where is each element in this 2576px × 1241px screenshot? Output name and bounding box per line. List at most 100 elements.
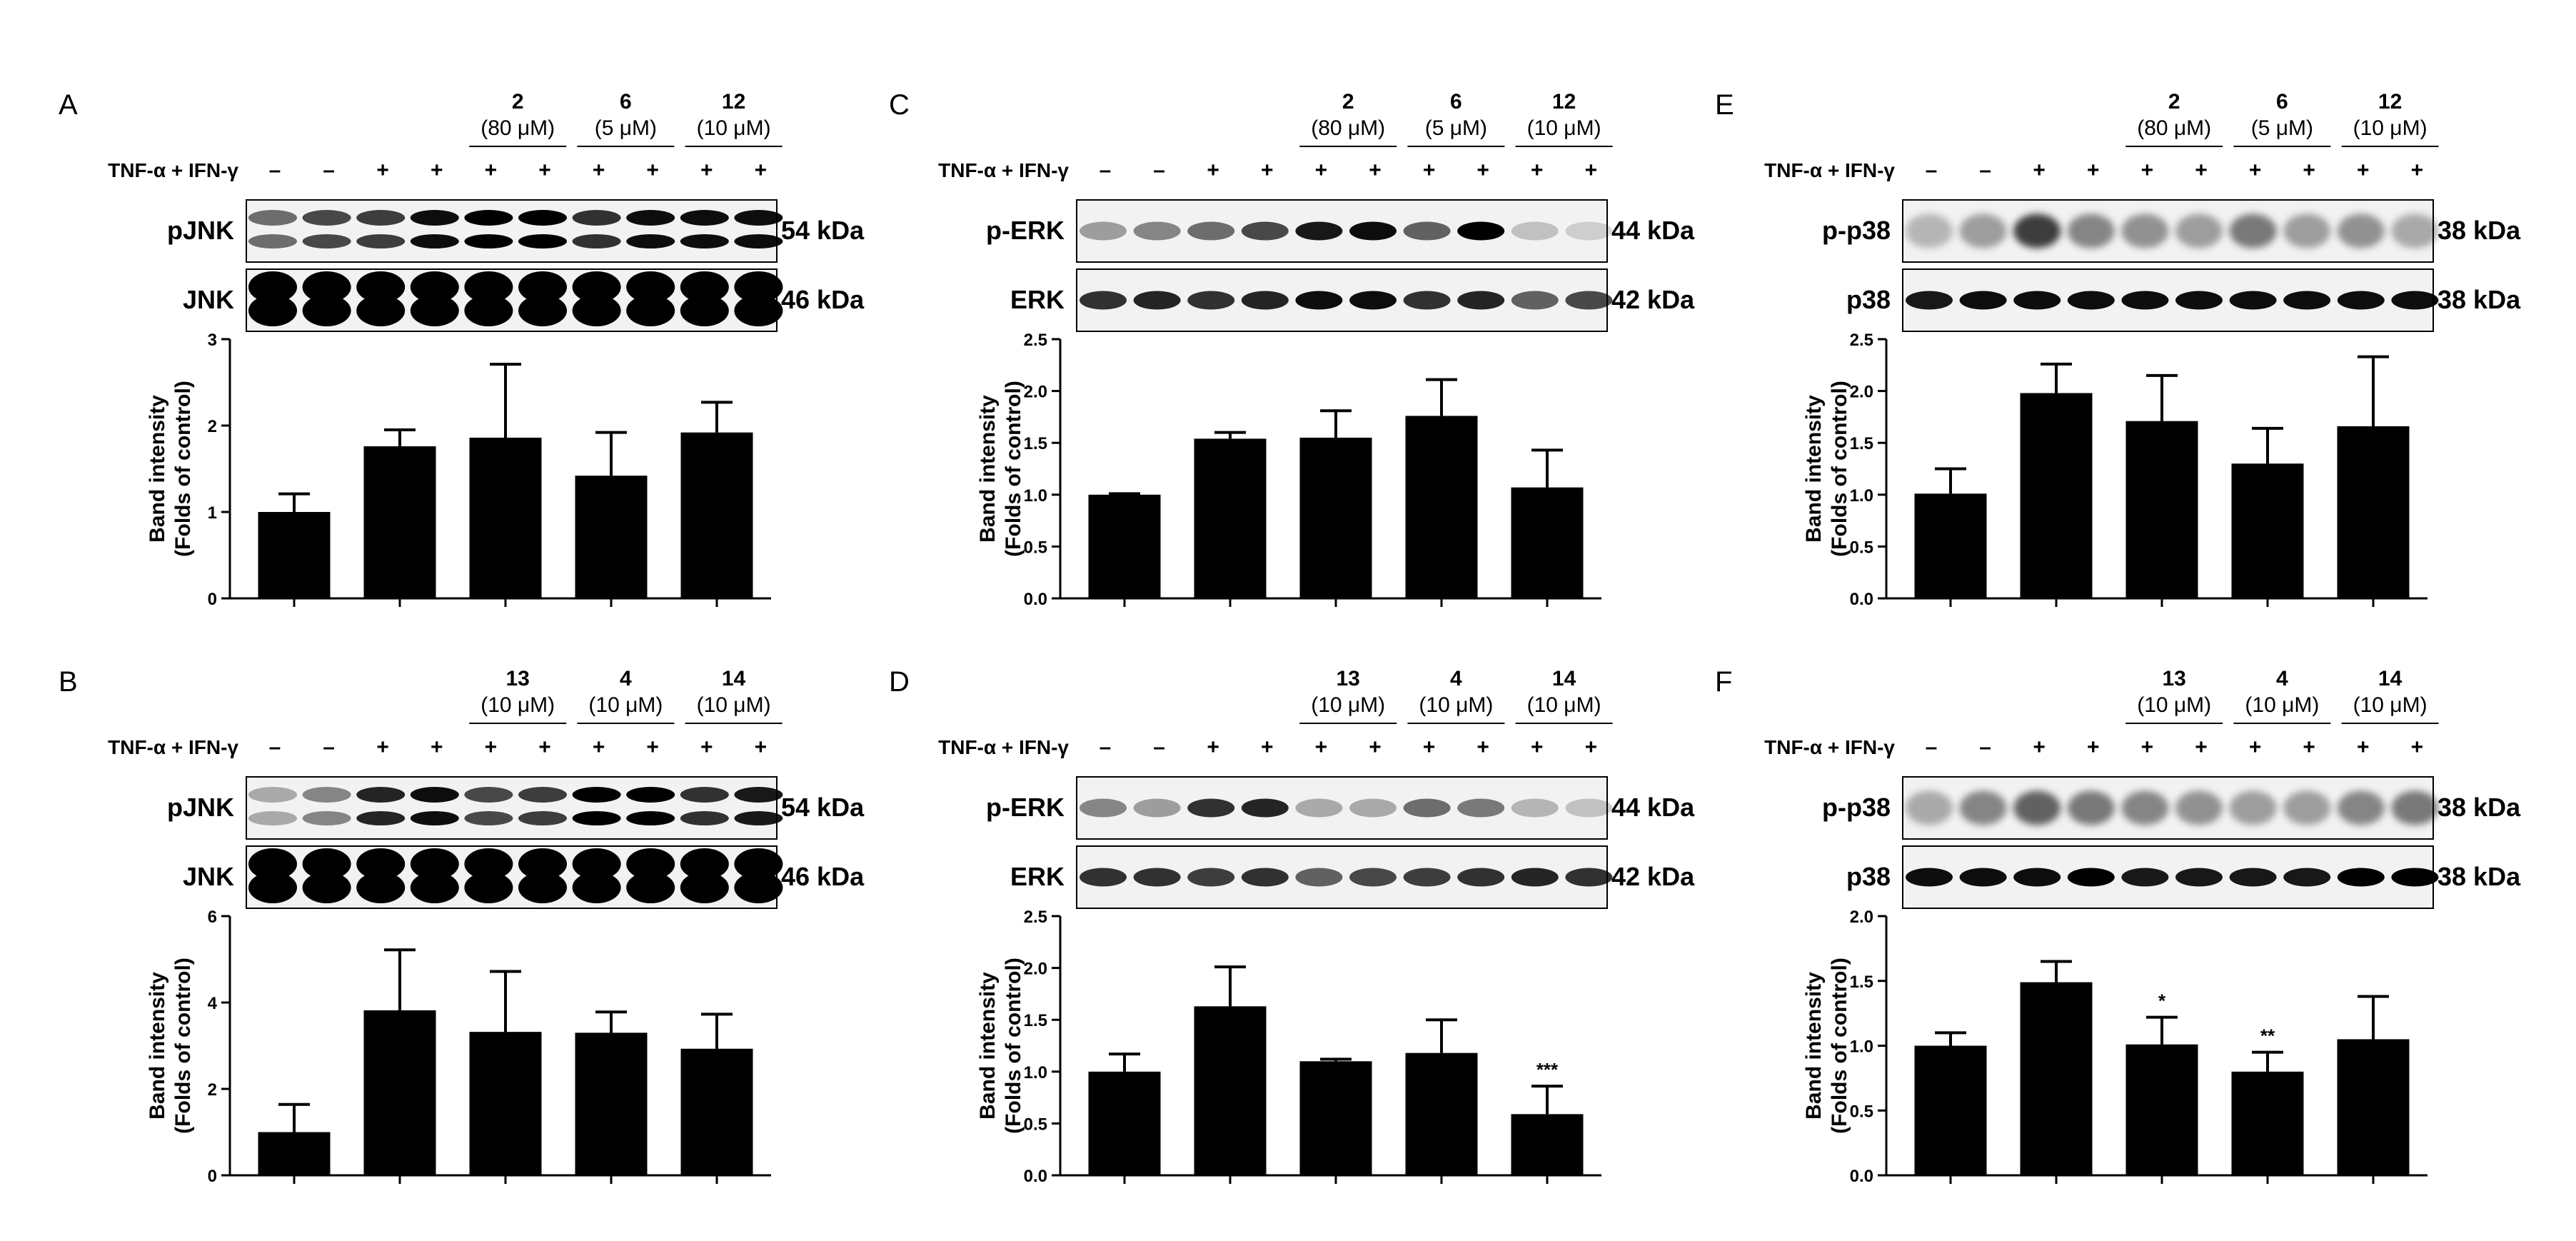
panel-letter: A: [59, 89, 78, 121]
compound-concentration: (10 μM): [2137, 693, 2211, 717]
blot-band: [2337, 868, 2385, 887]
kda-label: 38 kDa: [2437, 285, 2521, 314]
significance-marker: **: [2260, 1025, 2275, 1047]
treatment-sign: +: [646, 159, 659, 182]
treatment-sign: –: [1926, 735, 1938, 759]
blot-band: [1187, 868, 1235, 887]
blot-bands: [248, 787, 783, 825]
blot-band: [572, 271, 621, 303]
blot-band: [2175, 868, 2223, 887]
compound-name: 4: [2276, 667, 2288, 690]
blot-band: [2013, 790, 2061, 825]
y-tick-label: 0.0: [1024, 590, 1047, 609]
blot-band: [1349, 798, 1397, 818]
blot-band: [1187, 291, 1235, 310]
blot-band: [248, 872, 297, 903]
blot-band: [302, 787, 351, 803]
treatment-sign: +: [2087, 735, 2100, 759]
blot-band: [680, 872, 729, 903]
compound-name: 14: [1552, 667, 1576, 690]
blot-band: [464, 811, 513, 825]
y-tick-label: 0.0: [1850, 1167, 1873, 1186]
compound-name: 2: [2168, 90, 2180, 114]
y-axis-title-line: (Folds of control): [1002, 381, 1025, 557]
blot-band: [464, 787, 513, 803]
bar: [575, 1033, 648, 1175]
significance-marker: *: [2158, 990, 2166, 1012]
y-axis-title: Band intensity (Folds of control): [1802, 958, 1851, 1134]
compound-concentration: (10 μM): [1527, 693, 1601, 717]
blot-band: [1906, 868, 1953, 887]
bar: [2231, 1071, 2304, 1175]
blot-band: [1511, 221, 1559, 241]
blot-band: [464, 234, 513, 248]
compound-concentration: (10 μM): [481, 693, 555, 717]
treatment-sign: –: [269, 735, 281, 759]
compound-concentration: (5 μM): [1425, 116, 1487, 140]
y-tick-label: 1.0: [1024, 486, 1047, 506]
protein-label: p-p38: [1822, 793, 1891, 822]
y-tick-label: 2.0: [1850, 908, 1873, 927]
blot-band: [1241, 221, 1289, 241]
treatment-label: TNF-α + IFN-γ: [1764, 159, 1895, 181]
blot-band: [302, 872, 351, 903]
blot-band: [2337, 213, 2385, 248]
y-tick-label: 0.5: [1850, 1102, 1873, 1121]
compound-name: 13: [2163, 667, 2186, 690]
y-tick-label: 0.5: [1850, 538, 1873, 557]
blot-band: [2175, 790, 2223, 825]
blot-band: [680, 811, 729, 825]
blot-band: [1295, 291, 1343, 310]
bar: [2020, 982, 2093, 1175]
treatment-sign: +: [2249, 735, 2262, 759]
blot-band: [2067, 868, 2115, 887]
treatment-sign: –: [1100, 159, 1112, 182]
y-axis-title-line: Band intensity: [976, 972, 1000, 1120]
blot-band: [626, 848, 675, 880]
blot-band: [518, 210, 567, 226]
treatment-sign: +: [2357, 159, 2370, 182]
blot-band: [356, 811, 406, 825]
kda-label: 46 kDa: [781, 285, 865, 314]
blot-band: [248, 295, 297, 326]
blot-band: [464, 848, 513, 880]
compound-name: 4: [1450, 667, 1462, 690]
y-tick-label: 2.5: [1024, 908, 1047, 927]
compound-concentration: (10 μM): [588, 693, 663, 717]
blot-band: [1959, 291, 2007, 310]
blot-band: [1565, 868, 1613, 887]
blot-band: [410, 811, 459, 825]
panel-f: F 13 (10 μM) 4 (10 μM) 14 (10 μM) TNF-α + IFN-γ…: [1715, 666, 2521, 1186]
blot-band: [2391, 213, 2439, 248]
compound-concentration: (10 μM): [2353, 116, 2427, 140]
panel-b: B 13 (10 μM) 4 (10 μM) 14 (10 μM) TNF-α + IFN-γ…: [59, 666, 865, 1186]
compound-concentration: (5 μM): [2251, 116, 2313, 140]
treatment-label: TNF-α + IFN-γ: [938, 736, 1069, 758]
blot-band: [626, 271, 675, 303]
treatment-sign: +: [1585, 735, 1598, 759]
blot-band: [626, 872, 675, 903]
blot-band: [1457, 291, 1505, 310]
y-tick-label: 2.5: [1024, 331, 1047, 350]
treatment-sign: +: [755, 735, 768, 759]
panel-letter: E: [1715, 89, 1734, 121]
treatment-sign: +: [2411, 159, 2424, 182]
bar: [1194, 1006, 1267, 1175]
treatment-sign: +: [485, 735, 498, 759]
kda-label: 42 kDa: [1611, 285, 1695, 314]
compound-concentration: (10 μM): [1419, 693, 1493, 717]
blot-band: [2121, 291, 2169, 310]
blot-band: [2337, 790, 2385, 825]
protein-label: ERK: [1010, 862, 1065, 891]
treatment-sign: +: [2303, 735, 2315, 759]
y-tick-label: 2: [208, 1080, 217, 1100]
western-blot-pjnk: [246, 199, 778, 263]
blot-band: [2067, 291, 2115, 310]
blot-band: [2121, 868, 2169, 887]
blot-band: [1403, 221, 1451, 241]
compound-name: 12: [722, 90, 745, 114]
bar: [363, 446, 436, 598]
blot-band: [410, 234, 459, 248]
blot-band: [356, 295, 406, 326]
